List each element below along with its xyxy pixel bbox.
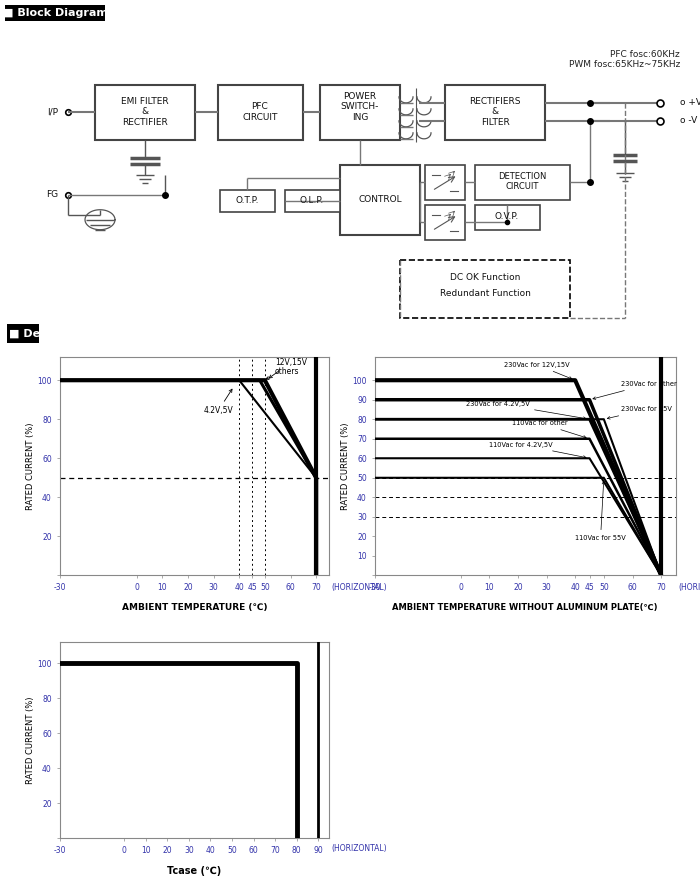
Text: 4.2V,5V: 4.2V,5V [203, 389, 233, 416]
FancyBboxPatch shape [95, 85, 195, 140]
FancyBboxPatch shape [425, 205, 465, 240]
FancyBboxPatch shape [445, 85, 545, 140]
FancyBboxPatch shape [320, 85, 400, 140]
Text: 230Vac for 12V,15V: 230Vac for 12V,15V [503, 361, 572, 379]
Y-axis label: RATED CURRENT (%): RATED CURRENT (%) [26, 697, 34, 784]
Text: 12V,15V: 12V,15V [269, 358, 307, 378]
Text: POWER
SWITCH-
ING: POWER SWITCH- ING [341, 92, 379, 122]
Text: PFC fosc:60KHz
PWM fosc:65KHz~75KHz: PFC fosc:60KHz PWM fosc:65KHz~75KHz [568, 50, 680, 70]
Text: o +V: o +V [680, 98, 700, 107]
Text: AMBIENT TEMPERATURE WITHOUT ALUMINUM PLATE(℃): AMBIENT TEMPERATURE WITHOUT ALUMINUM PLA… [392, 603, 658, 612]
Text: Tcase (℃): Tcase (℃) [167, 866, 221, 876]
FancyBboxPatch shape [425, 165, 465, 200]
Text: 230Vac for 55V: 230Vac for 55V [608, 407, 672, 419]
Text: 230Vac for other: 230Vac for other [593, 381, 677, 400]
Text: ■ Derating Curve: ■ Derating Curve [9, 328, 118, 339]
Text: DETECTION
CIRCUIT: DETECTION CIRCUIT [498, 172, 546, 192]
Text: others: others [266, 368, 300, 379]
FancyBboxPatch shape [285, 190, 340, 211]
FancyBboxPatch shape [5, 5, 105, 21]
Text: EMI FILTER
&
RECTIFIER: EMI FILTER & RECTIFIER [121, 97, 169, 127]
Text: O.T.P.: O.T.P. [235, 196, 259, 205]
Text: DC OK Function: DC OK Function [450, 273, 520, 282]
Text: CONTROL: CONTROL [358, 195, 402, 204]
Text: o -V: o -V [680, 116, 697, 126]
Text: O.L.P.: O.L.P. [300, 196, 324, 205]
Text: 230Vac for 4.2V,5V: 230Vac for 4.2V,5V [466, 401, 586, 419]
FancyBboxPatch shape [218, 85, 303, 140]
Text: 110Vac for 55V: 110Vac for 55V [575, 482, 626, 541]
Text: (HORIZONTAL): (HORIZONTAL) [678, 582, 700, 591]
Text: (HORIZONTAL): (HORIZONTAL) [332, 582, 387, 591]
FancyBboxPatch shape [475, 205, 540, 230]
Text: AMBIENT TEMPERATURE (℃): AMBIENT TEMPERATURE (℃) [122, 603, 267, 612]
Text: Redundant Function: Redundant Function [440, 289, 531, 298]
Text: O.V.P.: O.V.P. [495, 212, 519, 221]
FancyBboxPatch shape [7, 324, 39, 343]
FancyBboxPatch shape [475, 165, 570, 200]
Text: I/P: I/P [47, 107, 58, 116]
Text: (HORIZONTAL): (HORIZONTAL) [332, 844, 387, 854]
Text: ■ Block Diagram: ■ Block Diagram [3, 8, 107, 18]
FancyBboxPatch shape [220, 190, 275, 211]
Y-axis label: RATED CURRENT (%): RATED CURRENT (%) [341, 422, 349, 510]
Text: FG: FG [46, 190, 58, 199]
Text: 110Vac for other: 110Vac for other [512, 420, 586, 438]
Text: RECTIFIERS
&
FILTER: RECTIFIERS & FILTER [469, 97, 521, 127]
FancyBboxPatch shape [400, 260, 570, 318]
Y-axis label: RATED CURRENT (%): RATED CURRENT (%) [26, 422, 34, 510]
Text: 110Vac for 4.2V,5V: 110Vac for 4.2V,5V [489, 442, 586, 458]
Text: PFC
CIRCUIT: PFC CIRCUIT [242, 103, 278, 121]
FancyBboxPatch shape [340, 165, 420, 235]
